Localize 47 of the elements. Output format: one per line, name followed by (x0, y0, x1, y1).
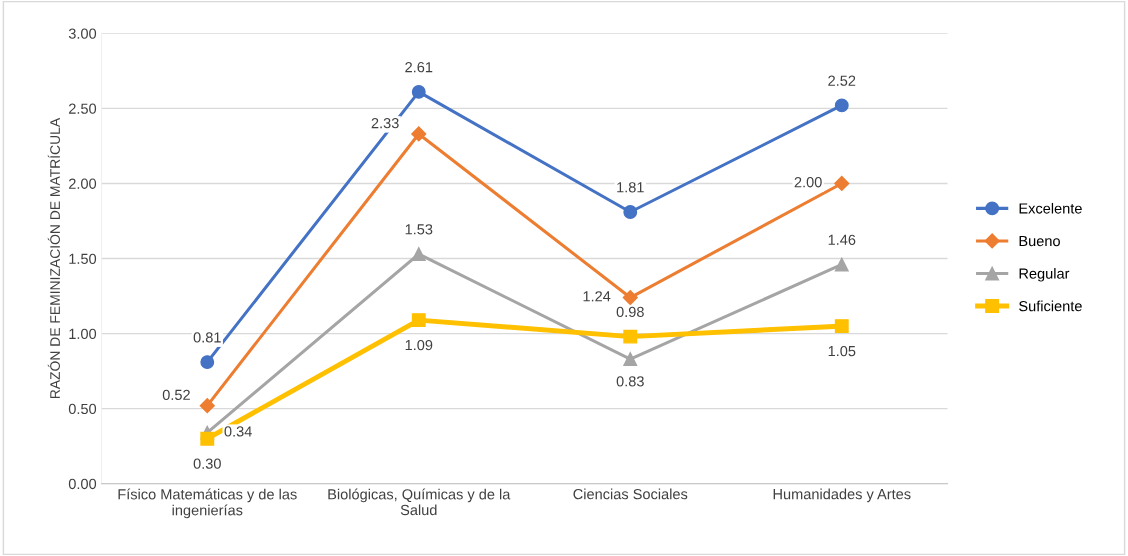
x-tick-label: Humanidades y Artes (773, 488, 911, 503)
data-label: 1.53 (405, 224, 433, 235)
point (411, 126, 427, 142)
data-label: 0.34 (224, 426, 252, 437)
data-label: 2.33 (371, 117, 399, 129)
data-label: 0.81 (193, 332, 221, 343)
data-label: 0.83 (616, 376, 644, 387)
point (623, 352, 638, 367)
legend-label: Excelente (1019, 202, 1082, 214)
y-tick-label: 1.00 (69, 328, 97, 340)
point (623, 329, 638, 344)
legend-label: Bueno (1019, 236, 1060, 247)
data-label: 1.24 (583, 291, 611, 302)
y-tick-label: 0.00 (68, 478, 97, 490)
x-tick-label: Biológicas, Químicas y de la Salud (328, 488, 511, 516)
point (834, 175, 850, 192)
point (411, 84, 426, 99)
point (623, 205, 638, 219)
x-tick-label: Físico Matemáticas y de las ingenierías (118, 488, 297, 519)
y-tick-label: 0.50 (68, 403, 97, 415)
y-axis-title: RAZÓN DE FEMINIZACIÓN DE MATRÍCULA (47, 117, 60, 399)
legend-label: Suficiente (1019, 300, 1082, 312)
data-label: 1.46 (828, 234, 856, 245)
point (200, 431, 215, 446)
y-tick-label: 2.00 (69, 178, 97, 189)
point (834, 98, 849, 113)
point (411, 313, 426, 328)
point (622, 290, 638, 306)
point (200, 355, 215, 370)
data-label: 2.00 (794, 177, 822, 188)
data-label: 2.61 (405, 62, 433, 73)
y-tick-label: 3.00 (68, 28, 97, 39)
x-tick-label: Ciencias Sociales (573, 488, 688, 500)
point (834, 257, 849, 272)
data-label: 1.81 (617, 182, 644, 193)
point (199, 398, 215, 414)
legend-label: Regular (1019, 268, 1070, 282)
data-label: 0.52 (162, 389, 190, 400)
y-tick-label: 2.50 (69, 103, 97, 114)
data-label: 0.30 (193, 458, 221, 469)
point (834, 319, 849, 334)
data-label: 1.05 (828, 345, 856, 357)
y-tick-label: 1.50 (69, 253, 97, 264)
data-label: 2.52 (828, 75, 856, 86)
data-label: 1.09 (405, 339, 433, 351)
data-label: 0.98 (616, 306, 644, 318)
point (411, 247, 426, 261)
